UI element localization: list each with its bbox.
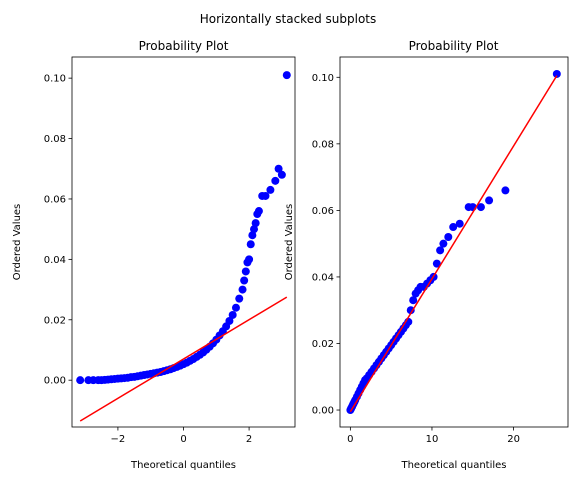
right-data-point <box>552 69 561 78</box>
left-subplot-ylabel: Ordered Values <box>12 204 23 281</box>
right-data-point <box>409 296 418 305</box>
right-subplot: Probability Plot 0 10 20 0.00 0.02 0.04 0.06 0.… <box>284 39 569 471</box>
right-y-tick-label: 0.00 <box>312 406 334 417</box>
right-x-tick-label: 10 <box>426 434 439 445</box>
left-subplot-frame <box>71 56 296 428</box>
right-subplot-frame <box>339 56 569 428</box>
left-data-point <box>277 170 286 179</box>
right-subplot-ylabel: Ordered Values <box>284 204 295 281</box>
left-subplot-title: Probability Plot <box>139 39 229 53</box>
left-data-point <box>238 285 247 294</box>
right-subplot-xlabel: Theoretical quantiles <box>400 460 506 471</box>
right-data-point <box>436 246 445 255</box>
left-y-tick-label: 0.02 <box>44 315 66 326</box>
right-y-tick-label: 0.08 <box>312 139 334 150</box>
left-subplot-marks <box>76 71 291 422</box>
left-data-point <box>282 71 291 80</box>
right-data-point <box>406 306 415 315</box>
left-data-point <box>271 176 280 185</box>
right-y-tick-label: 0.04 <box>312 272 334 283</box>
left-data-point <box>274 164 283 173</box>
right-x-tick-label: 0 <box>347 434 353 445</box>
left-data-point <box>235 294 244 303</box>
left-data-point <box>228 310 237 319</box>
right-subplot-ticks: 0 10 20 0.00 0.02 0.04 0.06 0.08 0.10 <box>312 73 520 445</box>
right-data-point <box>485 196 494 205</box>
left-subplot-xlabel: Theoretical quantiles <box>130 460 236 471</box>
left-y-tick-label: 0.10 <box>44 74 66 85</box>
left-x-tick-label: −2 <box>111 434 126 445</box>
left-x-tick-label: 2 <box>246 434 252 445</box>
figure-suptitle: Horizontally stacked subplots <box>200 12 377 26</box>
right-fit-line <box>349 75 558 413</box>
left-data-point <box>248 231 257 240</box>
left-data-point <box>240 276 249 285</box>
left-subplot: Probability Plot −2 0 2 0.00 0.02 0.04 0.06 0.0… <box>12 39 296 471</box>
left-data-point <box>76 376 85 385</box>
right-data-point <box>439 239 448 248</box>
right-data-point <box>455 219 464 228</box>
right-data-point <box>432 259 441 268</box>
left-y-tick-label: 0.06 <box>44 194 66 205</box>
left-data-point <box>251 219 260 228</box>
left-fit-line <box>79 296 288 422</box>
left-data-point <box>250 225 259 234</box>
right-data-point <box>476 203 485 212</box>
left-data-point <box>246 240 255 249</box>
left-y-tick-label: 0.08 <box>44 134 66 145</box>
right-data-point <box>449 223 458 232</box>
left-data-point <box>261 191 270 200</box>
right-data-point <box>444 233 453 242</box>
left-subplot-ticks: −2 0 2 0.00 0.02 0.04 0.06 0.08 0.10 <box>44 74 253 445</box>
left-data-point <box>241 267 250 276</box>
left-y-tick-label: 0.00 <box>44 376 66 387</box>
right-y-tick-label: 0.06 <box>312 206 334 217</box>
right-subplot-title: Probability Plot <box>409 39 499 53</box>
left-data-point <box>245 255 254 264</box>
left-x-tick-label: 0 <box>180 434 186 445</box>
right-subplot-marks <box>346 69 561 415</box>
left-data-point <box>231 303 240 312</box>
left-data-point <box>266 185 275 194</box>
left-y-tick-label: 0.04 <box>44 255 66 266</box>
right-x-tick-label: 20 <box>507 434 520 445</box>
left-data-point <box>225 316 234 325</box>
right-y-tick-label: 0.02 <box>312 339 334 350</box>
right-y-tick-label: 0.10 <box>312 73 334 84</box>
right-data-point <box>501 186 510 195</box>
left-data-point <box>254 207 263 216</box>
